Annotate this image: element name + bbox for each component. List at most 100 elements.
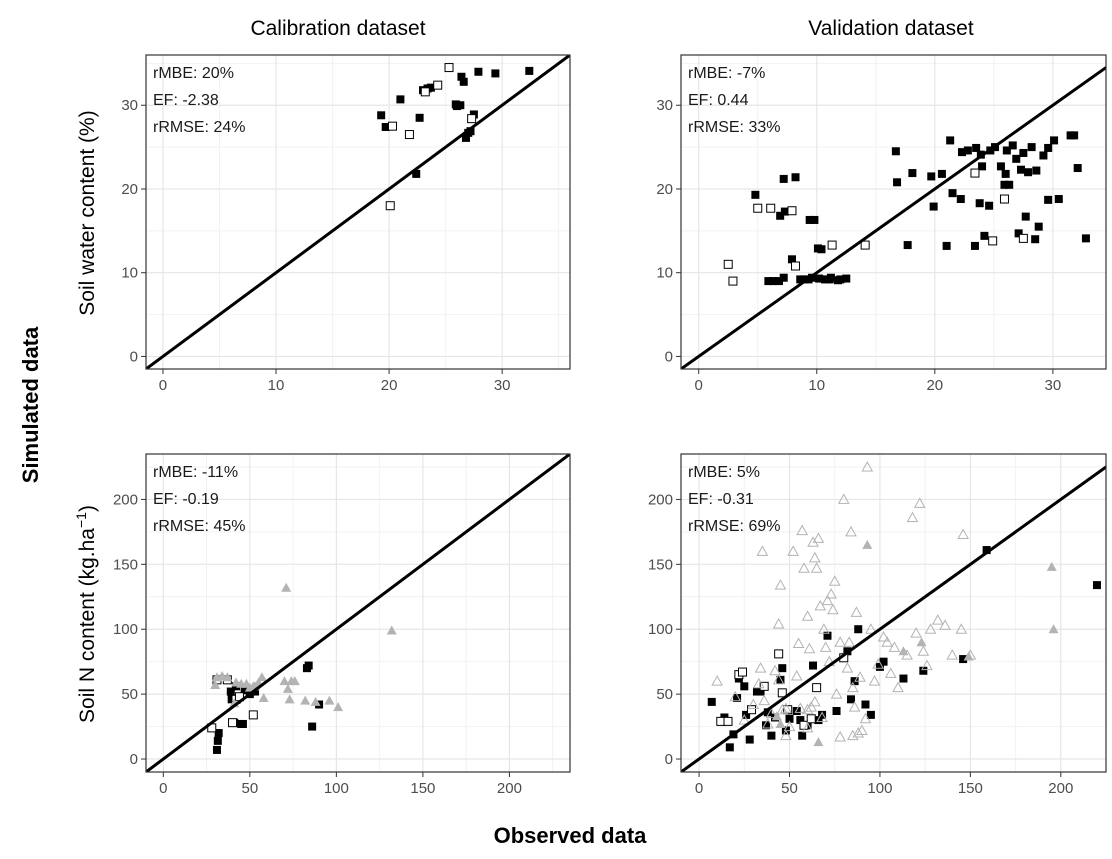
- data-point-open-square: [774, 649, 784, 659]
- data-point-open-triangle: [852, 727, 865, 738]
- x-tick-label: 200: [497, 780, 522, 797]
- data-point-open-triangle: [711, 675, 724, 686]
- data-point-filled-triangle: [310, 696, 321, 706]
- points-layer: [207, 582, 397, 754]
- data-point-filled-square: [815, 274, 824, 283]
- x-tick-label: 30: [1045, 377, 1062, 394]
- data-point-filled-square: [1005, 180, 1014, 189]
- data-point-filled-square: [1050, 136, 1059, 145]
- data-point-filled-square: [1081, 234, 1090, 243]
- data-point-open-square: [753, 203, 763, 213]
- data-point-filled-square: [903, 241, 912, 250]
- data-point-filled-square: [1008, 141, 1017, 150]
- panel-n-validation: 0 50 100 150 200 0 50 100 150 200 rMBE: 5% EF: -0.3…: [648, 453, 1107, 797]
- data-point-open-triangle: [803, 642, 816, 654]
- data-point-open-triangle: [780, 702, 792, 713]
- data-point-open-square: [723, 259, 733, 269]
- data-point-open-triangle: [796, 524, 809, 536]
- data-point-open-triangle: [921, 659, 933, 671]
- data-point-filled-square: [908, 169, 917, 178]
- data-point-open-square: [1018, 233, 1028, 243]
- data-point-filled-triangle: [282, 683, 293, 693]
- data-point-filled-square: [785, 714, 794, 723]
- data-point-open-triangle: [917, 645, 930, 656]
- data-point-open-triangle: [845, 525, 857, 537]
- y-tick-label: 10: [121, 265, 138, 282]
- data-point-filled-square: [466, 127, 475, 136]
- data-point-filled-square: [942, 241, 951, 250]
- data-point-filled-square: [823, 631, 832, 640]
- data-point-filled-square: [212, 745, 221, 754]
- data-point-open-square: [787, 206, 797, 216]
- stat-label: EF: -0.19: [153, 491, 219, 508]
- data-point-filled-square: [799, 275, 808, 284]
- data-point-filled-triangle: [222, 672, 233, 682]
- data-point-open-triangle: [854, 671, 866, 682]
- data-point-open-square: [766, 203, 776, 213]
- data-point-filled-square: [972, 143, 981, 152]
- x-tick-label: 0: [695, 780, 703, 797]
- row-ylabel-n: Soil N content (kg.ha−1): [73, 505, 99, 723]
- x-tick-label: 200: [1048, 780, 1073, 797]
- y-tick-label: 200: [648, 491, 673, 508]
- panel-water-validation: 0 10 20 30 0 10 20 30 rMBE: -7% EF: 0.44 rRMSE: 33…: [656, 54, 1107, 394]
- x-tick-label: 50: [781, 780, 798, 797]
- panel-background: [681, 55, 1106, 369]
- data-point-filled-square: [1021, 212, 1030, 221]
- panel-border: [145, 453, 571, 773]
- data-point-open-triangle: [774, 579, 787, 590]
- data-point-open-square: [970, 168, 980, 178]
- data-point-open-triangle: [957, 528, 969, 539]
- data-point-filled-square: [1012, 154, 1021, 163]
- x-axis-title: Observed data: [494, 823, 648, 848]
- data-point-open-triangle: [816, 711, 828, 722]
- data-point-filled-square: [937, 169, 946, 178]
- data-point-filled-square: [980, 231, 989, 240]
- panel-water-calibration: 0 10 20 30 0 10 20 30 rMBE: 20% EF: -2.38 rRMSE: 2…: [121, 54, 571, 394]
- y-axis-title: Simulated data: [18, 326, 43, 483]
- y-tick-label: 150: [113, 556, 138, 573]
- data-point-filled-square: [875, 662, 884, 671]
- x-tick-label: 0: [159, 377, 167, 394]
- data-point-open-square: [747, 705, 757, 715]
- data-point-open-square: [728, 276, 738, 286]
- data-point-open-square: [228, 718, 238, 728]
- data-point-filled-square: [240, 686, 249, 695]
- data-point-filled-square: [756, 687, 765, 696]
- data-point-open-triangle: [892, 681, 904, 693]
- y-tick-label: 30: [121, 97, 138, 114]
- data-point-open-triangle: [812, 532, 825, 543]
- data-point-open-triangle: [881, 636, 894, 647]
- data-point-filled-square: [957, 148, 966, 157]
- data-point-filled-square: [970, 241, 979, 250]
- data-point-filled-square: [412, 169, 421, 178]
- data-point-filled-square: [836, 275, 845, 284]
- stat-label: rRMSE: 45%: [153, 518, 245, 535]
- data-point-filled-square: [769, 277, 778, 286]
- data-point-filled-triangle: [386, 625, 397, 635]
- data-point-filled-square: [832, 706, 841, 715]
- data-point-filled-square: [396, 95, 405, 104]
- data-point-filled-square: [491, 69, 500, 78]
- data-point-filled-triangle: [916, 637, 927, 647]
- panel-background: [681, 454, 1106, 772]
- data-point-filled-square: [791, 173, 800, 182]
- data-point-filled-square: [1032, 166, 1041, 175]
- data-point-filled-square: [929, 202, 938, 211]
- y-tick-label: 0: [665, 348, 673, 365]
- data-point-filled-triangle: [279, 676, 290, 686]
- data-point-filled-triangle: [284, 694, 295, 704]
- data-point-filled-square: [461, 133, 470, 142]
- data-point-filled-triangle: [1046, 561, 1057, 571]
- data-point-filled-square: [763, 708, 772, 717]
- data-point-filled-square: [792, 706, 801, 715]
- data-point-open-triangle: [841, 662, 854, 673]
- y-tick-label: 0: [130, 751, 138, 768]
- data-point-filled-triangle: [289, 676, 300, 686]
- row-ylabel-n-main: Soil N content (kg.ha: [76, 528, 99, 723]
- data-point-filled-square: [762, 721, 770, 730]
- data-point-filled-square: [1034, 222, 1043, 231]
- data-point-open-triangle: [772, 618, 785, 629]
- data-point-filled-square: [982, 546, 991, 555]
- data-point-open-triangle: [810, 562, 823, 573]
